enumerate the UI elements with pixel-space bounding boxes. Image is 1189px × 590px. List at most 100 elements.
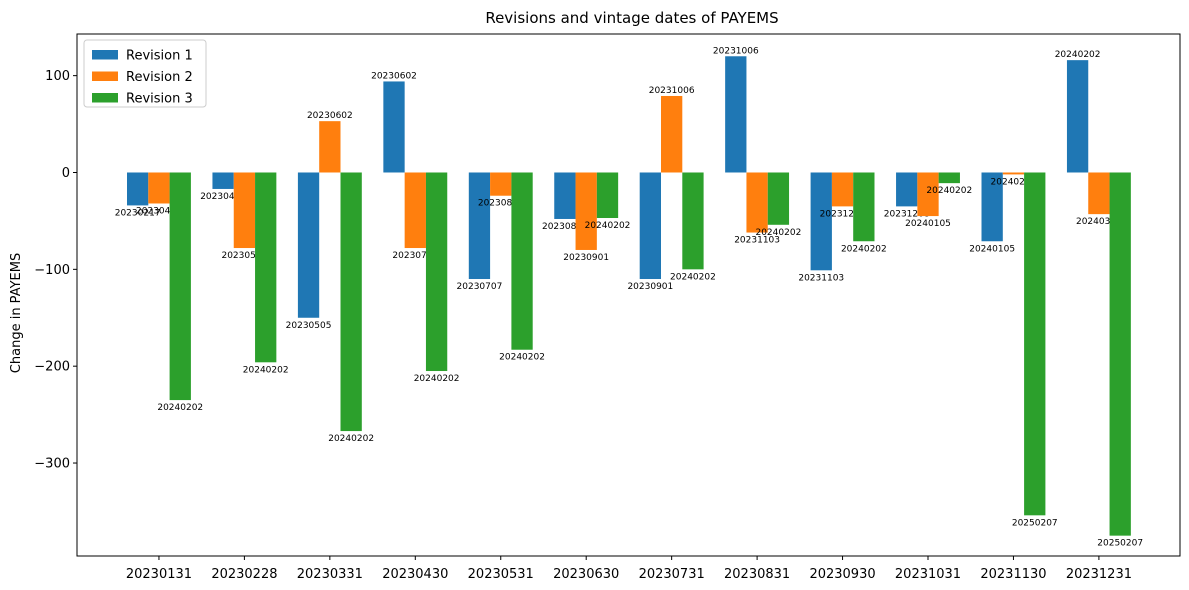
bar-label-1-20230831: 20231006 — [713, 46, 759, 56]
bar-label-2-20230630: 20230901 — [563, 253, 609, 263]
bar-label-1-20231031: 20231208 — [884, 209, 930, 219]
bar-3-20230331 — [340, 172, 362, 432]
bar-1-20231031 — [896, 172, 918, 207]
bar-label-2-20230731: 20231006 — [649, 86, 695, 96]
bar-3-20230228 — [255, 172, 277, 363]
bar-1-20230831 — [725, 56, 747, 173]
bar-label-3-20230331: 20240202 — [328, 434, 374, 444]
bar-1-20230731 — [639, 172, 661, 280]
legend-label-3: Revision 3 — [126, 92, 193, 107]
bar-label-3-20230531: 20240202 — [499, 353, 545, 363]
bar-2-20231231 — [1088, 172, 1110, 215]
bar-label-3-20231231: 20250207 — [1097, 539, 1143, 549]
bar-label-2-20230930: 20231208 — [820, 209, 866, 219]
bar-label-3-20230630: 20240202 — [585, 221, 631, 231]
bar-label-1-20230630: 20230804 — [542, 222, 588, 232]
bar-3-20231130 — [1024, 172, 1046, 516]
bar-1-20230228 — [212, 172, 234, 189]
bar-1-20230131 — [127, 172, 149, 206]
bar-label-3-20230731: 20240202 — [670, 272, 716, 282]
bar-label-2-20231031: 20240105 — [905, 219, 951, 229]
bar-label-1-20230430: 20230602 — [371, 71, 417, 81]
bar-3-20230630 — [596, 172, 619, 219]
bar-label-2-20230228: 20230505 — [221, 251, 267, 261]
bar-3-20230531 — [511, 172, 533, 350]
bar-label-3-20230131: 20240202 — [157, 403, 203, 413]
bar-1-20231130 — [981, 172, 1003, 242]
bar-label-1-20230731: 20230901 — [627, 282, 673, 292]
bar-label-2-20230831: 20231103 — [734, 236, 780, 246]
bar-3-20230131 — [169, 172, 191, 401]
legend-label-1: Revision 1 — [126, 49, 193, 64]
x-tick-label-20230228: 20230228 — [211, 567, 277, 582]
bar-3-20231031 — [938, 172, 960, 184]
x-tick-label-20230331: 20230331 — [297, 567, 363, 582]
bar-label-1-20231231: 20240202 — [1055, 50, 1101, 60]
x-tick-label-20230430: 20230430 — [382, 567, 448, 582]
plot-frame — [76, 33, 1181, 557]
y-tick-label-0: 0 — [62, 166, 70, 181]
bar-2-20230630 — [575, 172, 597, 250]
x-tick-label-20230731: 20230731 — [639, 567, 705, 582]
bar-label-1-20230930: 20231103 — [798, 273, 844, 283]
bar-label-3-20231130: 20250207 — [1012, 518, 1058, 528]
bar-label-2-20231130: 20240202 — [991, 177, 1037, 187]
bar-label-2-20230430: 20230707 — [392, 251, 438, 261]
bar-1-20230630 — [554, 172, 576, 219]
legend-swatch-1 — [92, 50, 118, 60]
bar-label-2-20230131: 20230407 — [136, 206, 182, 216]
bar-label-1-20230531: 20230707 — [457, 282, 503, 292]
bar-3-20230831 — [767, 172, 790, 225]
bar-1-20230331 — [297, 172, 320, 318]
legend: Revision 1 Revision 2 Revision 3 — [83, 39, 207, 108]
bar-1-20231231 — [1066, 60, 1089, 173]
x-tick-label-20231031: 20231031 — [895, 567, 961, 582]
bar-1-20230930 — [810, 172, 832, 271]
bar-1-20230430 — [383, 81, 405, 173]
plot-area: 2023021720230407202305052023060220230707… — [34, 33, 1181, 582]
x-tick-label-20230131: 20230131 — [126, 567, 192, 582]
bar-label-3-20230430: 20240202 — [414, 374, 460, 384]
bar-2-20230731 — [661, 95, 683, 173]
bar-label-1-20230131: 20230217 — [115, 208, 161, 218]
chart-title: Revisions and vintage dates of PAYEMS — [485, 9, 778, 27]
x-tick-label-20230630: 20230630 — [553, 567, 619, 582]
legend-swatch-2 — [92, 71, 118, 81]
bar-3-20231231 — [1109, 172, 1131, 536]
bar-1-20230531 — [468, 172, 491, 280]
bar-3-20230930 — [853, 172, 875, 242]
bar-2-20230430 — [404, 172, 426, 249]
y-tick-label--300: −300 — [34, 457, 70, 472]
bar-label-2-20231231: 20240308 — [1076, 217, 1122, 227]
bar-label-2-20230531: 20230804 — [478, 199, 524, 209]
y-tick-label-100: 100 — [45, 69, 70, 84]
x-tick-label-20231231: 20231231 — [1066, 567, 1132, 582]
bar-2-20230331 — [319, 121, 341, 173]
bar-3-20230731 — [682, 172, 704, 270]
bar-label-3-20230831: 20240202 — [755, 228, 801, 238]
bar-2-20230228 — [233, 172, 256, 249]
bar-label-3-20231031: 20240202 — [926, 186, 972, 196]
bar-label-1-20230228: 20230407 — [200, 192, 246, 202]
bar-3-20230430 — [425, 172, 448, 372]
bar-2-20230531 — [490, 172, 512, 196]
bar-2-20231031 — [917, 172, 939, 217]
bar-2-20230930 — [831, 172, 854, 207]
legend-swatch-3 — [92, 93, 118, 103]
y-tick-label--200: −200 — [34, 360, 70, 375]
y-tick-label--100: −100 — [34, 263, 70, 278]
bar-label-1-20230331: 20230505 — [286, 321, 332, 331]
x-tick-label-20230930: 20230930 — [809, 567, 875, 582]
x-tick-label-20231130: 20231130 — [980, 567, 1046, 582]
x-tick-label-20230831: 20230831 — [724, 567, 790, 582]
bar-label-2-20230331: 20230602 — [307, 111, 353, 121]
x-tick-label-20230531: 20230531 — [468, 567, 534, 582]
bar-2-20230831 — [746, 172, 768, 233]
legend-label-2: Revision 2 — [126, 70, 193, 85]
bar-label-3-20230228: 20240202 — [243, 365, 289, 375]
bar-label-3-20230930: 20240202 — [841, 244, 887, 254]
bar-2-20231130 — [1002, 172, 1025, 175]
bar-label-1-20231130: 20240105 — [969, 244, 1015, 254]
y-axis-title: Change in PAYEMS — [9, 253, 24, 373]
